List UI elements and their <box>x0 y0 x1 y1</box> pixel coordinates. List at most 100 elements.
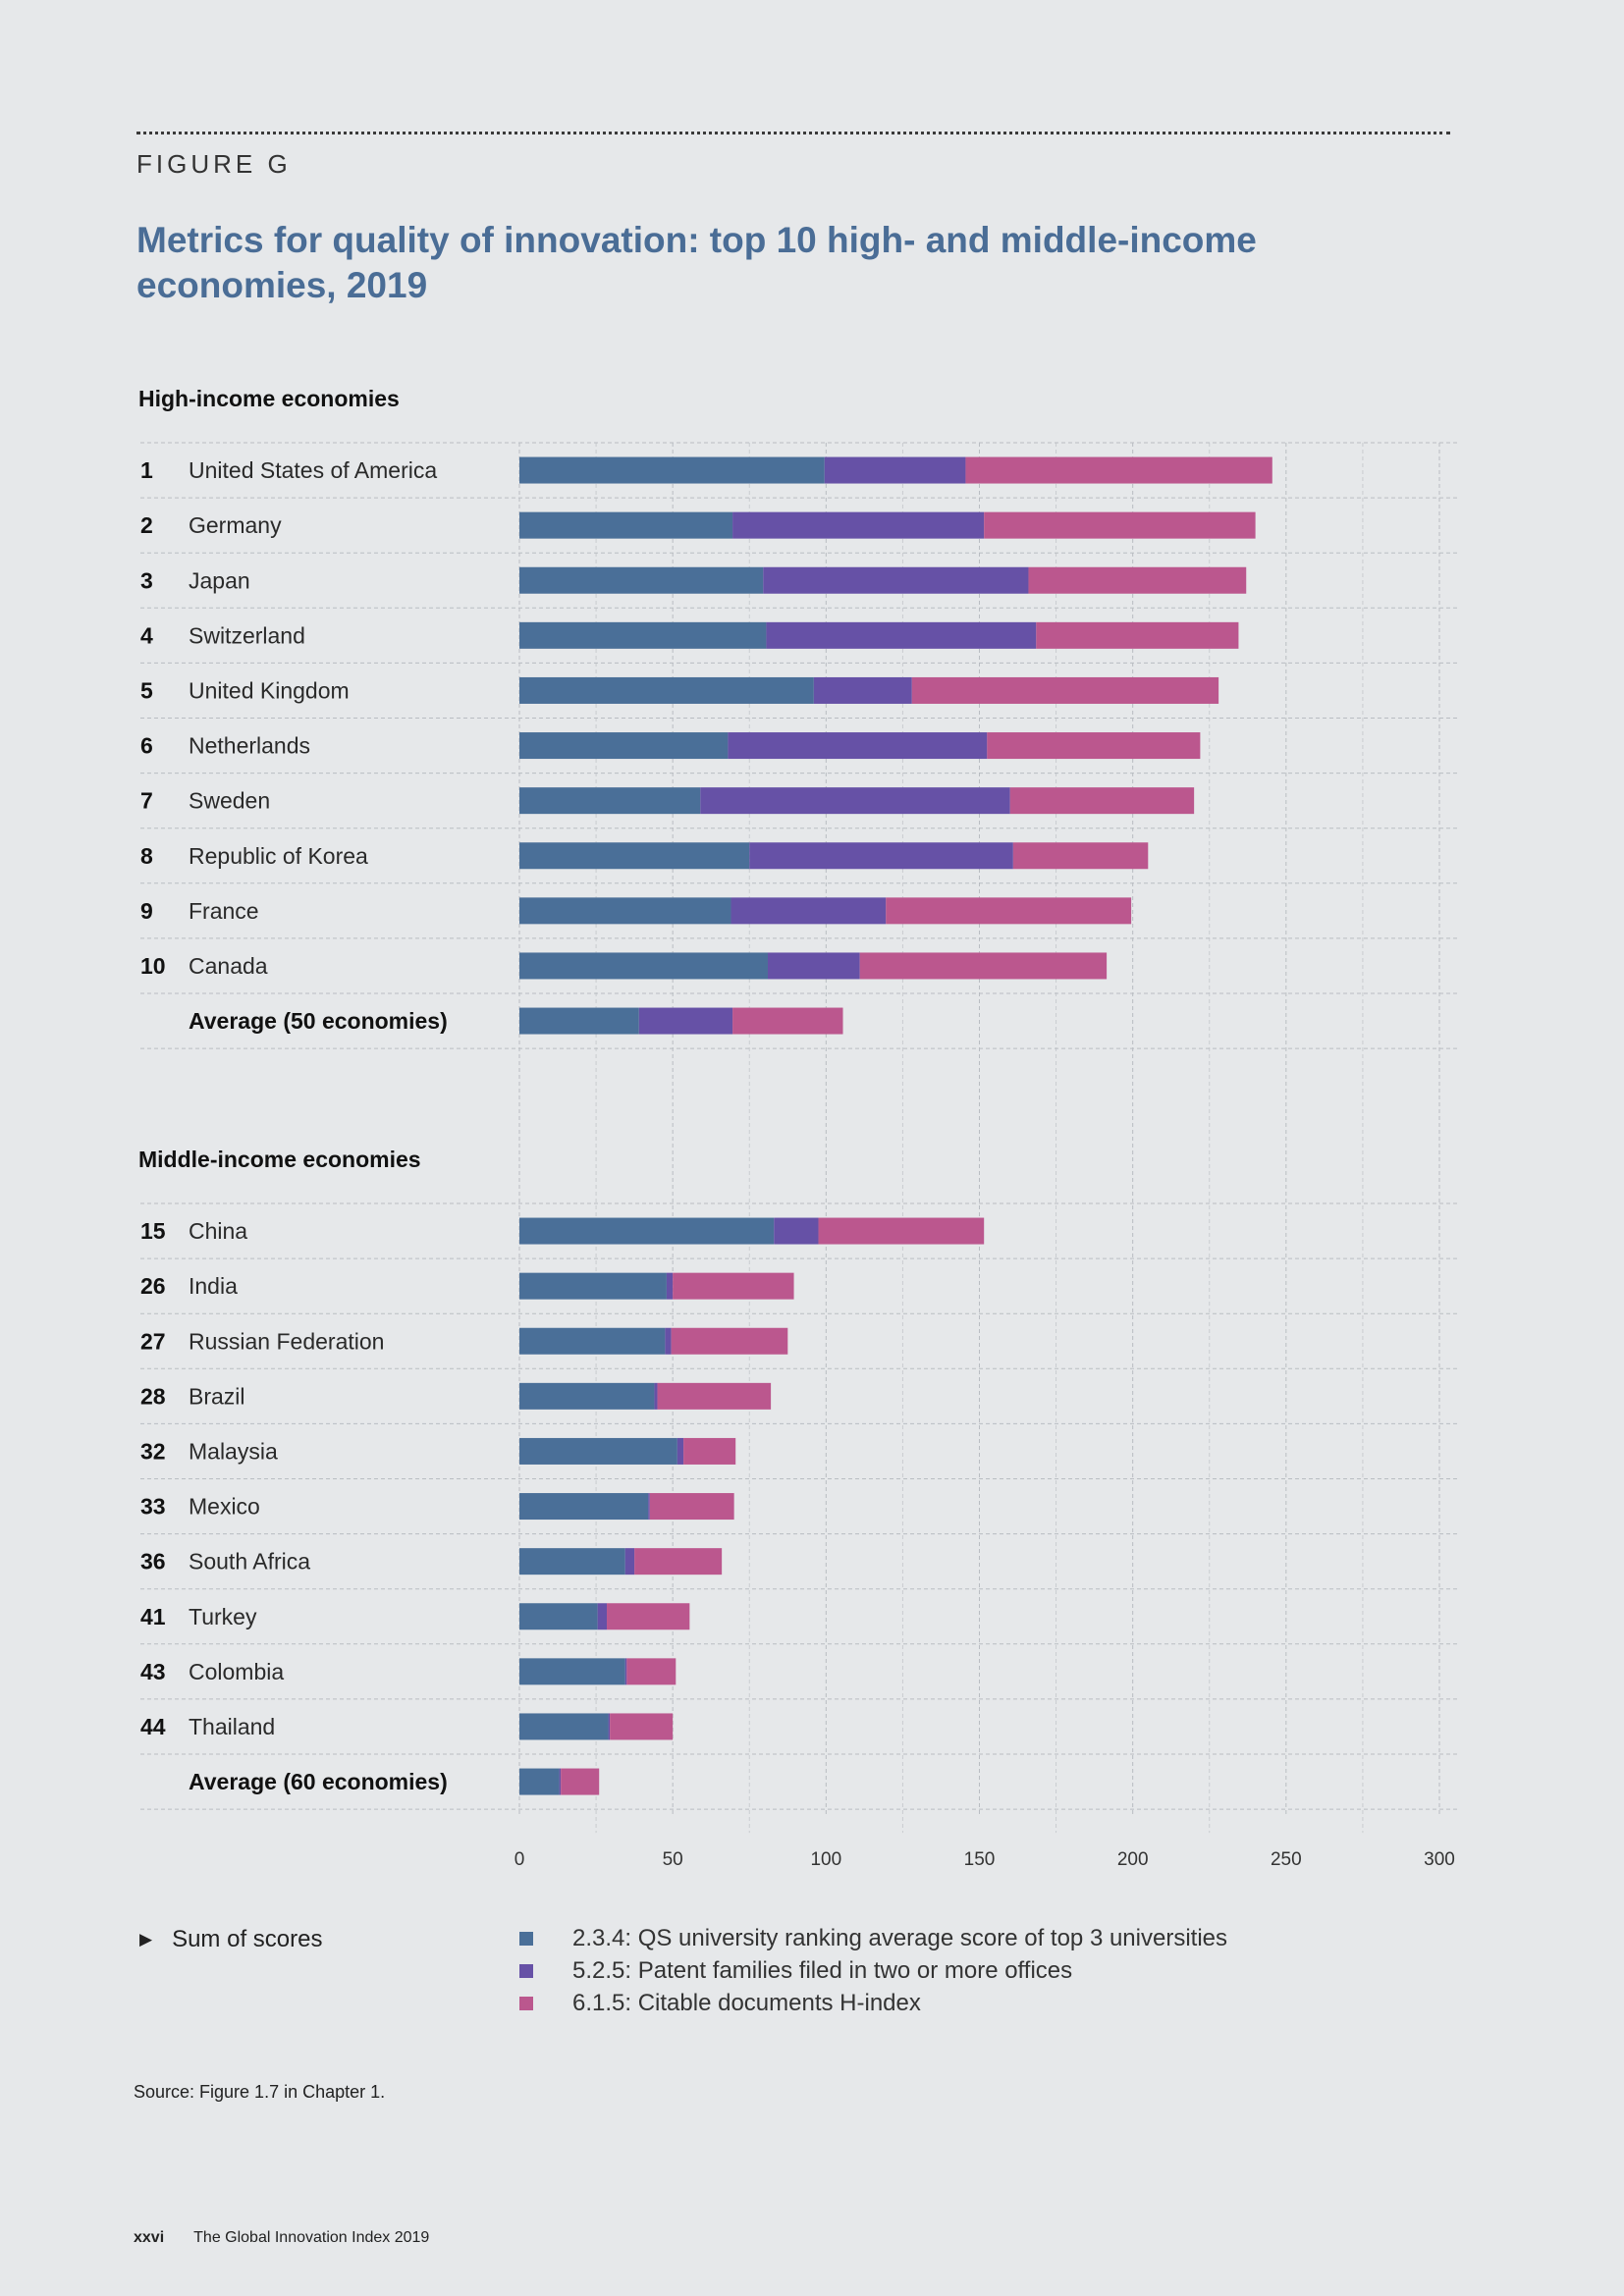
bar-segment-h-index <box>984 511 1256 539</box>
rank-label: 5 <box>140 677 153 703</box>
publication-name: The Global Innovation Index 2019 <box>193 2229 430 2246</box>
bar-segment-patent-families <box>624 1658 627 1685</box>
rank-label: 15 <box>140 1218 166 1244</box>
bar-segment-qs-ranking <box>519 1007 639 1035</box>
legend-item-qs-ranking: 2.3.4: QS university ranking average sco… <box>519 1922 1227 1954</box>
rank-label: 43 <box>140 1659 166 1684</box>
economy-label: Mexico <box>189 1494 260 1520</box>
bar-segment-qs-ranking <box>519 676 814 704</box>
sum-of-scores-label: Sum of scores <box>172 1926 323 1952</box>
x-tick-label: 100 <box>810 1849 841 1870</box>
bar-segment-qs-ranking <box>519 1713 609 1740</box>
legend-label: 6.1.5: Citable documents H-index <box>572 1989 921 2016</box>
economy-label: Sweden <box>189 788 270 814</box>
x-tick-label: 300 <box>1424 1849 1455 1870</box>
bar-segment-patent-families <box>700 787 1010 815</box>
rank-label: 8 <box>140 843 153 869</box>
bar-segment-h-index <box>886 897 1132 925</box>
legend: 2.3.4: QS university ranking average sco… <box>519 1922 1227 2019</box>
economy-label: Turkey <box>189 1604 257 1629</box>
bar-segment-h-index <box>1036 621 1239 649</box>
economy-label: South Africa <box>189 1549 310 1575</box>
bar-segment-patent-families <box>597 1603 608 1630</box>
bar-segment-patent-families <box>824 456 966 484</box>
bar-segment-patent-families <box>665 1327 672 1355</box>
bar-segment-patent-families <box>666 1272 674 1300</box>
economy-label: France <box>189 898 259 924</box>
rank-label: 28 <box>140 1383 166 1409</box>
economy-label: Malaysia <box>189 1438 278 1464</box>
bar-segment-qs-ranking <box>519 621 767 649</box>
economy-label: Canada <box>189 953 268 979</box>
bar-segment-patent-families <box>624 1548 635 1575</box>
average-label: Average (60 economies) <box>189 1769 448 1794</box>
triangle-right-icon: ▶ <box>139 1930 153 1949</box>
bar-segment-patent-families <box>654 1382 658 1410</box>
economy-label: Colombia <box>189 1659 284 1684</box>
bar-segment-patent-families <box>677 1437 684 1465</box>
bar-segment-qs-ranking <box>519 842 750 870</box>
bar-segment-patent-families <box>608 1713 611 1740</box>
section-heading-high-income: High-income economies <box>138 386 400 411</box>
bar-segment-h-index <box>561 1768 600 1795</box>
average-label: Average (50 economies) <box>189 1008 448 1034</box>
bar-segment-patent-families <box>731 897 887 925</box>
economy-label: India <box>189 1273 238 1299</box>
bar-segment-qs-ranking <box>519 1493 649 1521</box>
bar-segment-patent-families <box>728 732 988 760</box>
economy-label: China <box>189 1218 247 1244</box>
rank-label: 2 <box>140 512 153 538</box>
rank-label: 27 <box>140 1328 166 1354</box>
rank-label: 10 <box>140 953 166 979</box>
rank-label: 4 <box>140 622 153 648</box>
legend-swatch-purple <box>519 1963 533 1978</box>
figure-label: FIGURE G <box>136 149 292 179</box>
bar-segment-patent-families <box>774 1217 819 1245</box>
figure-title: Metrics for quality of innovation: top 1… <box>136 220 1257 305</box>
economy-label: Netherlands <box>189 733 310 759</box>
economy-label: Brazil <box>189 1383 245 1409</box>
bar-segment-h-index <box>657 1382 772 1410</box>
economy-label: Japan <box>189 567 250 593</box>
bar-segment-h-index <box>610 1713 674 1740</box>
economy-label: Thailand <box>189 1714 275 1739</box>
rank-label: 36 <box>140 1549 166 1575</box>
rank-label: 1 <box>140 457 153 483</box>
bar-segment-qs-ranking <box>519 1382 655 1410</box>
rank-label: 3 <box>140 567 153 593</box>
x-tick-label: 50 <box>663 1849 683 1870</box>
bar-segment-h-index <box>1009 787 1195 815</box>
legend-swatch-pink <box>519 1996 533 2010</box>
rank-label: 26 <box>140 1273 166 1299</box>
bar-segment-qs-ranking <box>519 1327 666 1355</box>
rank-label: 7 <box>140 788 153 814</box>
rank-label: 6 <box>140 733 153 759</box>
bar-segment-qs-ranking <box>519 897 731 925</box>
x-tick-label: 0 <box>514 1849 525 1870</box>
bar-segment-h-index <box>818 1217 985 1245</box>
bar-segment-patent-families <box>648 1493 650 1521</box>
bar-segment-h-index <box>1012 842 1149 870</box>
bar-segment-qs-ranking <box>519 1217 775 1245</box>
bar-segment-h-index <box>732 1007 843 1035</box>
economy-label: Republic of Korea <box>189 843 368 869</box>
bar-segment-h-index <box>987 732 1201 760</box>
legend-item-h-index: 6.1.5: Citable documents H-index <box>519 1987 1227 2019</box>
legend-swatch-blue <box>519 1931 533 1946</box>
bar-segment-qs-ranking <box>519 511 733 539</box>
bar-segment-h-index <box>649 1493 734 1521</box>
bar-segment-patent-families <box>813 676 912 704</box>
page-footer: xxvi The Global Innovation Index 2019 <box>134 2229 429 2247</box>
x-tick-label: 200 <box>1117 1849 1149 1870</box>
top-dotted-rule <box>136 132 1450 134</box>
bar-segment-qs-ranking <box>519 1272 667 1300</box>
bar-segment-h-index <box>1028 566 1247 594</box>
bar-segment-h-index <box>683 1437 736 1465</box>
bar-segment-h-index <box>607 1603 690 1630</box>
legend-label: 2.3.4: QS university ranking average sco… <box>572 1924 1228 1951</box>
economy-label: Russian Federation <box>189 1328 384 1354</box>
x-tick-label: 250 <box>1271 1849 1302 1870</box>
bar-segment-patent-families <box>732 511 985 539</box>
bar-segment-qs-ranking <box>519 732 729 760</box>
sum-of-scores-note: ▶ Sum of scores <box>139 1926 322 1953</box>
